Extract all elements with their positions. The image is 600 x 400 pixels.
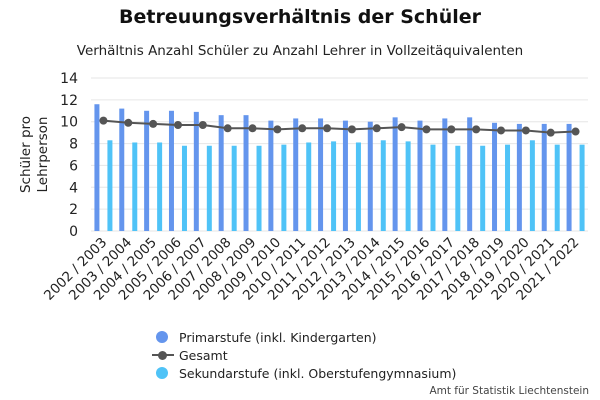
bar-sekundarstufe [529,140,535,231]
point-gesamt [447,125,456,134]
bar-sekundarstufe [480,145,486,231]
bar-primarstufe [516,123,522,231]
point-gesamt [124,118,133,127]
bar-primarstufe [492,122,498,231]
y-tick-label: 14 [60,71,78,87]
bar-primarstufe [467,117,473,231]
bar-sekundarstufe [181,145,187,231]
y-axis-label: Schüler proLehrperson [18,116,51,193]
y-tick-label: 12 [60,93,78,109]
bar-sekundarstufe [306,142,312,231]
bar-primarstufe [94,104,100,231]
bar-sekundarstufe [206,145,212,231]
bar-primarstufe [392,117,398,231]
legend-item-primarstufe[interactable]: Primarstufe (inkl. Kindergarten) [152,328,456,346]
bar-primarstufe [442,118,448,231]
point-gesamt [546,128,555,137]
bar-sekundarstufe [231,145,237,231]
point-gesamt [248,124,257,133]
legend-item-gesamt[interactable]: Gesamt [152,346,456,364]
bar-primarstufe [417,120,423,231]
y-tick-label: 2 [69,202,78,218]
point-gesamt [173,120,182,129]
point-gesamt [497,126,506,135]
legend-label-sekundarstufe: Sekundarstufe (inkl. Oberstufengymnasium… [179,365,457,381]
bar-primarstufe [367,121,373,231]
bar-sekundarstufe [579,144,585,231]
legend-swatch-gesamt [152,348,174,362]
bar-primarstufe [566,123,572,231]
point-gesamt [372,124,381,133]
legend-swatch-sekundarstufe [152,366,174,380]
y-tick-label: 4 [69,180,78,196]
bar-sekundarstufe [554,144,560,231]
point-gesamt [472,125,481,134]
bar-primarstufe [119,108,125,231]
y-tick-label: 8 [69,137,78,153]
bar-sekundarstufe [430,144,436,231]
bar-primarstufe [193,111,199,231]
bar-sekundarstufe [380,140,386,231]
line-gesamt [103,119,576,134]
bar-primarstufe [144,110,150,231]
bar-primarstufe [293,118,299,231]
bar-sekundarstufe [355,142,361,231]
bar-sekundarstufe [132,142,138,231]
bar-primarstufe [168,110,174,231]
point-gesamt [397,123,406,132]
bar-primarstufe [243,115,249,231]
bar-sekundarstufe [505,144,511,231]
legend-swatch-primarstufe [152,330,174,344]
y-tick-label: 0 [69,224,78,240]
point-gesamt [149,119,158,128]
bar-sekundarstufe [455,145,461,231]
chart-subtitle: Verhältnis Anzahl Schüler zu Anzahl Lehr… [76,43,524,59]
point-gesamt [298,124,307,133]
bar-sekundarstufe [281,144,287,231]
y-tick-label: 10 [60,115,78,131]
legend-label-primarstufe: Primarstufe (inkl. Kindergarten) [179,329,377,345]
source-credit: Amt für Statistik Liechtenstein [429,385,589,397]
point-gesamt [422,125,431,134]
bar-primarstufe [268,120,274,231]
point-gesamt [521,126,530,135]
bar-sekundarstufe [331,141,337,231]
bar-primarstufe [541,123,547,231]
legend-label-gesamt: Gesamt [179,347,228,363]
bar-sekundarstufe [157,142,163,231]
point-gesamt [99,116,108,125]
point-gesamt [571,127,580,136]
point-gesamt [347,125,356,134]
point-gesamt [223,124,232,133]
point-gesamt [273,125,282,134]
legend-item-sekundarstufe[interactable]: Sekundarstufe (inkl. Oberstufengymnasium… [152,364,456,382]
bar-sekundarstufe [107,140,113,231]
bar-primarstufe [218,115,224,231]
bar-primarstufe [342,120,348,231]
point-gesamt [198,120,207,129]
bar-primarstufe [318,118,324,231]
y-tick-label: 6 [69,158,78,174]
chart-title: Betreuungsverhältnis der Schüler [119,6,481,28]
bar-sekundarstufe [256,145,262,231]
chart-legend: Primarstufe (inkl. Kindergarten) Gesamt … [152,328,456,382]
point-gesamt [323,124,332,133]
bar-sekundarstufe [405,141,411,231]
